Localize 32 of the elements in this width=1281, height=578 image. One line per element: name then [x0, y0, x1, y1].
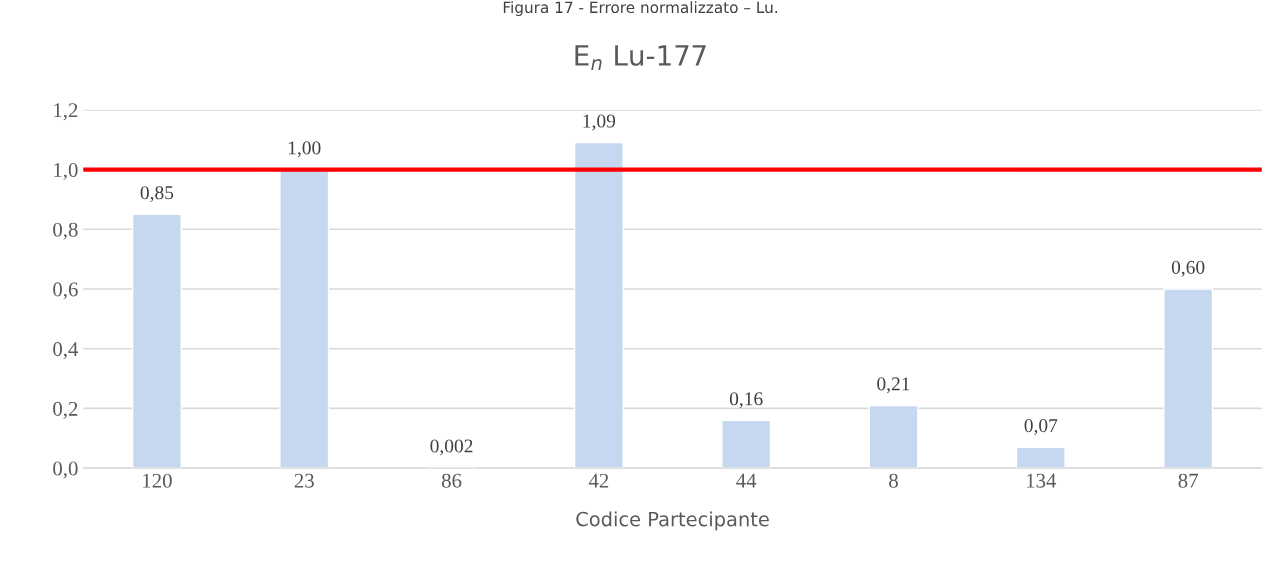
data-label: 0,60 — [1171, 260, 1205, 277]
x-tick-label: 42 — [588, 473, 609, 488]
x-tick-label: 134 — [1027, 473, 1057, 488]
x-tick-label: 8 — [889, 473, 898, 488]
y-tick-label: 0,0 — [53, 461, 78, 479]
x-tick-label: 86 — [441, 473, 462, 488]
bar — [868, 404, 919, 469]
data-label: 0,21 — [877, 377, 910, 394]
x-tick-label: 87 — [1178, 473, 1198, 488]
y-tick-label: 0,4 — [53, 342, 79, 360]
data-label: 0,85 — [140, 186, 174, 203]
bar — [1163, 288, 1214, 469]
bar — [131, 213, 182, 469]
text: Figura 17 - Errore normalizzato – Lu. — [503, 1, 777, 17]
y-tick-label: 0,8 — [53, 222, 78, 240]
data-label: 1,09 — [583, 114, 616, 131]
x-tick-label: 120 — [143, 473, 172, 488]
y-tick-label: 0,6 — [53, 282, 78, 300]
bar — [573, 141, 624, 469]
y-tick-label: 0,2 — [53, 401, 78, 419]
y-tick-label: 1,2 — [54, 103, 78, 121]
x-tick-label: 23 — [294, 473, 314, 488]
x-tick-label: 44 — [736, 473, 757, 488]
data-label: 0,07 — [1024, 419, 1058, 436]
data-label: 0,002 — [430, 439, 473, 456]
x-axis-title: Codice Partecipante — [576, 511, 769, 531]
bar — [721, 419, 772, 469]
y-tick-label: 1,0 — [54, 162, 78, 180]
data-label: 0,16 — [729, 392, 763, 409]
data-label: 1,00 — [288, 141, 321, 158]
bar — [1015, 446, 1066, 469]
chart-title: E$_{n}$ Lu-177 — [575, 45, 706, 70]
